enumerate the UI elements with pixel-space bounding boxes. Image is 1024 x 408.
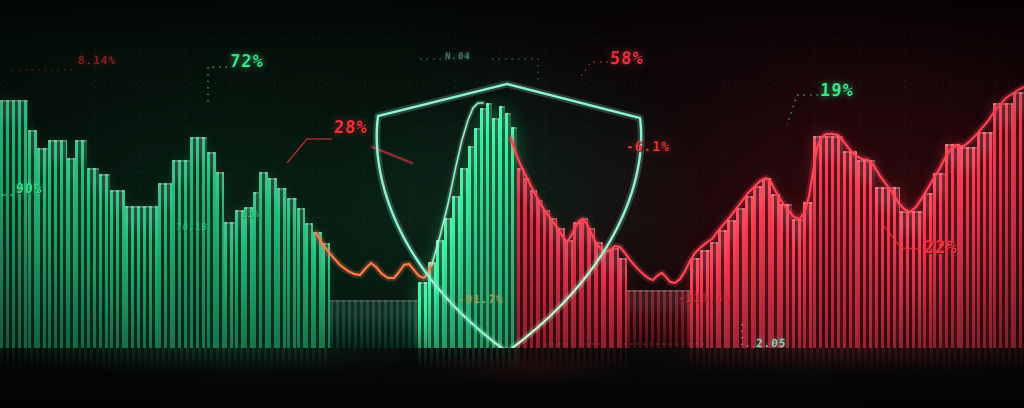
callout-val-701b: 70.1B — [175, 222, 209, 234]
callout-pct-90: 90% — [15, 181, 43, 198]
callout-pct-58: 58% — [609, 48, 645, 70]
callout-pct-11: 11% — [240, 209, 261, 221]
reflection-band — [690, 348, 1024, 370]
callout-pct-m61: -6.1% — [625, 139, 671, 156]
callout-pct-814: 8.14% — [77, 53, 117, 68]
reflection-band — [517, 348, 627, 370]
callout-pct-72: 72% — [229, 51, 265, 73]
reflection-band — [418, 348, 518, 370]
floor-reflection — [0, 348, 1024, 370]
callout-pct-m1104: -110.4% — [677, 291, 732, 306]
callout-val-n04: N.04 — [444, 51, 471, 63]
callout-pct-28: 28% — [333, 117, 369, 139]
callout-pct-m917: -91.7% — [457, 292, 505, 307]
reflection-band — [0, 348, 330, 370]
callout-pct-22: 22% — [923, 237, 959, 259]
callout-pct-19: 19% — [819, 80, 855, 102]
